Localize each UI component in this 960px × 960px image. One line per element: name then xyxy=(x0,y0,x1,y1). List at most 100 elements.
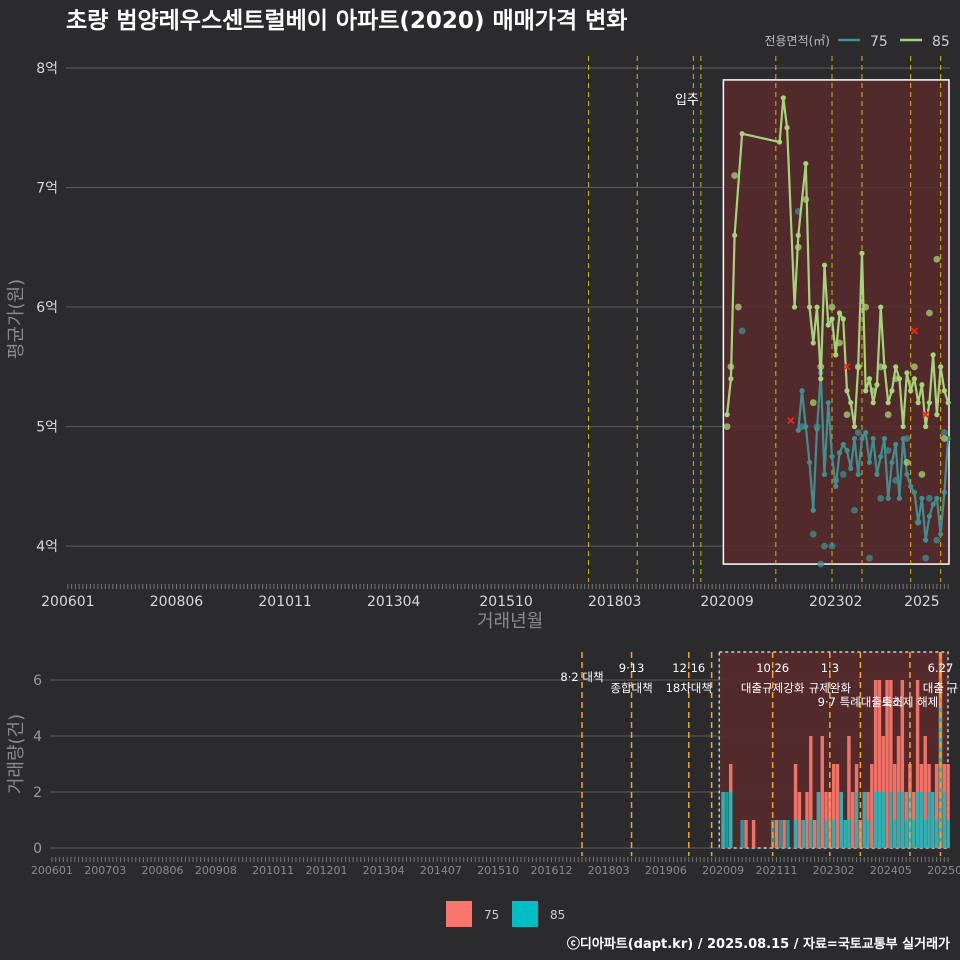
price-point-85 xyxy=(734,303,742,311)
volume-bar-85 xyxy=(923,820,927,848)
volume-bar-75 xyxy=(847,736,851,848)
volume-legend-swatch-85 xyxy=(512,901,538,927)
volume-bar-75 xyxy=(851,792,855,848)
volume-bar-85 xyxy=(915,792,920,848)
price-line-point-85 xyxy=(941,388,947,394)
price-line-point-75 xyxy=(810,507,816,513)
volume-bar-75 xyxy=(873,680,878,848)
price-point-75 xyxy=(903,435,911,442)
price-line-point-75 xyxy=(848,465,854,472)
price-line-point-75 xyxy=(829,453,835,460)
volume-bar-85 xyxy=(877,792,882,848)
price-line-point-75 xyxy=(851,435,858,442)
volume-event-sublabel: 대출규제강화 xyxy=(741,681,805,695)
volume-bar-75 xyxy=(877,680,882,848)
volume-y-tick-label: 4 xyxy=(33,729,42,745)
price-line-point-85 xyxy=(739,131,745,137)
price-line-point-85 xyxy=(881,364,888,370)
price-line-point-75 xyxy=(885,495,891,501)
price-point-75 xyxy=(839,471,847,478)
volume-bar-75 xyxy=(793,764,798,848)
volume-event-label: 12·16 xyxy=(672,661,705,675)
volume-x-tick-label: 201906 xyxy=(645,864,687,877)
price-line-point-85 xyxy=(919,382,925,388)
volume-bar-85 xyxy=(729,792,733,848)
price-point-75 xyxy=(884,447,892,454)
volume-legend-label-85: 85 xyxy=(550,908,565,922)
price-line-point-75 xyxy=(870,435,876,442)
price-line-point-85 xyxy=(908,388,914,394)
volume-bar-85 xyxy=(725,792,729,848)
price-x-axis-title: 거래년월 xyxy=(477,611,543,632)
volume-x-tick-label: 202009 xyxy=(702,864,744,877)
volume-bar-85 xyxy=(931,792,935,848)
price-line-point-75 xyxy=(803,423,809,430)
price-x-tick-label: 201803 xyxy=(588,594,641,610)
price-line-point-85 xyxy=(728,376,734,382)
price-line-point-85 xyxy=(776,139,783,145)
volume-bar-85 xyxy=(786,820,790,848)
volume-bar-85 xyxy=(847,820,851,848)
volume-event-label: 9·13 xyxy=(619,661,645,675)
price-line-point-85 xyxy=(866,376,873,382)
volume-panel: 0 2 4 6 8·2 대책 9·13 종합대책 12·16 18차대책 10.26 대출규제강화 1… xyxy=(6,651,960,877)
price-point-85 xyxy=(925,309,933,317)
price-line-point-75 xyxy=(874,471,880,478)
price-x-tick-label: 201011 xyxy=(258,594,311,610)
price-line-point-75 xyxy=(833,483,839,489)
volume-bar-75 xyxy=(744,820,748,848)
volume-bar-75 xyxy=(934,764,939,848)
price-point-75 xyxy=(851,506,858,514)
price-line-point-75 xyxy=(866,459,873,466)
price-line-point-75 xyxy=(926,513,932,519)
volume-x-tick-label: 202302 xyxy=(813,864,855,877)
volume-bar-75 xyxy=(915,680,920,848)
price-point-75 xyxy=(933,536,941,544)
price-point-85 xyxy=(723,423,731,430)
volume-bar-85 xyxy=(816,792,821,848)
price-outlier-marker xyxy=(922,411,930,419)
price-point-75 xyxy=(866,554,873,562)
volume-x-tick-label: 201407 xyxy=(420,864,462,877)
volume-x-tick-label: 200806 xyxy=(142,864,184,877)
volume-bar-75 xyxy=(809,736,813,848)
volume-bar-75 xyxy=(889,680,893,848)
volume-bar-75 xyxy=(828,792,832,848)
price-line-point-75 xyxy=(911,489,918,495)
price-line-point-75 xyxy=(825,400,831,406)
volume-bar-85 xyxy=(778,820,783,848)
volume-bar-85 xyxy=(740,820,744,848)
price-y-tick-label: 5억 xyxy=(36,420,58,436)
volume-x-tick-label: 200601 xyxy=(31,864,73,877)
price-line-point-75 xyxy=(908,483,914,489)
price-x-tick-label: 200806 xyxy=(150,594,204,610)
price-line-point-75 xyxy=(859,435,865,442)
volume-bar-85 xyxy=(900,792,905,848)
price-line-point-75 xyxy=(919,495,925,501)
volume-bar-75 xyxy=(751,820,756,848)
price-x-tick-label: 200601 xyxy=(41,594,94,610)
legend-label-85: 85 xyxy=(932,34,950,50)
price-line-point-85 xyxy=(791,304,798,310)
price-point-75 xyxy=(738,327,746,335)
price-line-85 xyxy=(726,96,950,428)
price-line-point-85 xyxy=(870,400,876,406)
price-point-85 xyxy=(884,411,892,419)
price-line-point-75 xyxy=(795,427,801,433)
price-point-85 xyxy=(828,303,836,311)
price-point-75 xyxy=(877,494,885,502)
price-point-75 xyxy=(809,530,817,538)
price-line-point-75 xyxy=(806,459,813,466)
price-line-point-75 xyxy=(915,519,921,525)
price-line-point-85 xyxy=(821,262,828,268)
volume-x-tick-label: 201803 xyxy=(588,864,630,877)
volume-bar-85 xyxy=(892,820,897,848)
volume-bar-85 xyxy=(843,820,847,848)
price-line-point-85 xyxy=(945,400,951,406)
price-line-point-75 xyxy=(893,441,899,448)
move-in-annotation: 입주 xyxy=(675,93,699,108)
volume-event-sublabel: 종합대책 xyxy=(610,681,652,695)
volume-bar-85 xyxy=(934,820,939,848)
price-point-85 xyxy=(933,255,941,263)
